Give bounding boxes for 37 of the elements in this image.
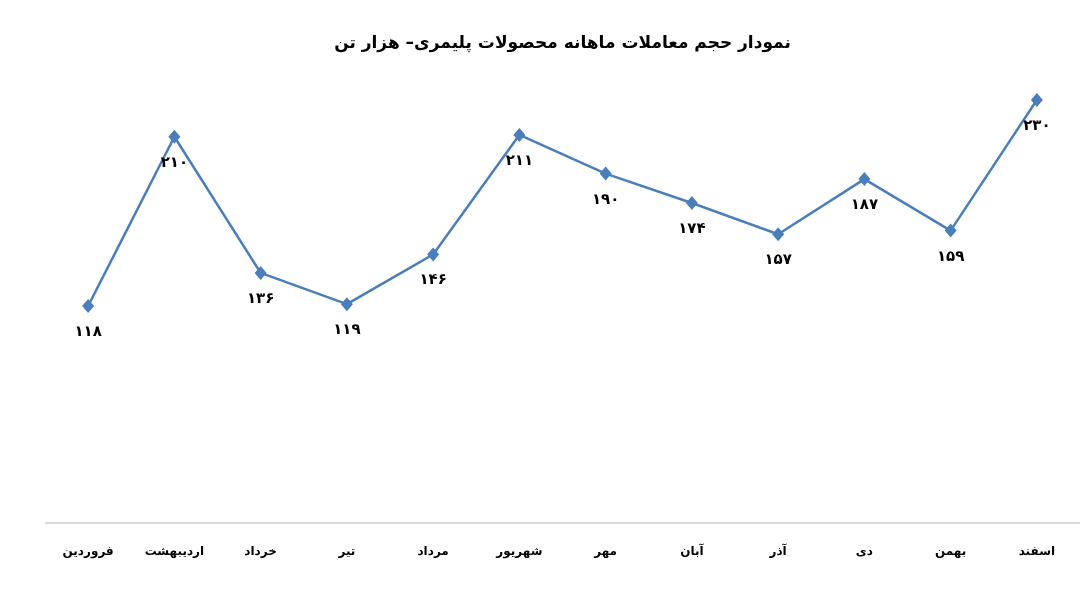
point (513, 127, 526, 142)
point (340, 297, 353, 312)
data-label: ۱۹۰ (591, 189, 620, 208)
data-label: ۲۱۱ (505, 150, 534, 169)
point (685, 195, 698, 210)
x-tick-label: فروردین (62, 544, 114, 559)
data-label: ۱۵۷ (764, 250, 792, 269)
x-tick-label: خرداد (244, 544, 277, 558)
data-label: ۲۱۰ (160, 152, 189, 171)
x-tick-label: مرداد (417, 544, 449, 558)
x-tick-label: آبان (680, 543, 705, 558)
x-tick-label: مهر (593, 544, 618, 558)
point (254, 265, 267, 280)
x-tick-label: دی (855, 544, 873, 558)
data-label: ۱۱۹ (333, 320, 361, 339)
data-label: ۱۴۶ (419, 270, 447, 289)
point (1030, 93, 1043, 107)
point (858, 172, 871, 187)
x-tick-label: تیر (337, 544, 356, 558)
x-tick-label: شهریور (495, 544, 543, 559)
data-label: ۱۷۴ (678, 218, 706, 237)
x-tick-label: آذر (768, 543, 788, 558)
x-tick-label: اسفند (1018, 544, 1056, 558)
x-tick-label: اردیبهشت (144, 544, 205, 558)
x-tick-label: بهمن (934, 544, 967, 558)
data-label: ۱۱۸ (74, 321, 102, 340)
point (599, 166, 612, 181)
point (772, 227, 785, 242)
point (168, 129, 181, 144)
chart-title: نمودار حجم معاملات ماهانه محصولات پلیمری– هزار تن (334, 32, 791, 53)
data-label: ۱۳۶ (246, 288, 275, 307)
data-label: ۲۳۰ (1023, 116, 1051, 134)
data-label: ۱۸۷ (850, 195, 879, 214)
point (82, 298, 95, 313)
point (944, 223, 957, 238)
data-label: ۱۵۹ (936, 246, 965, 265)
point (427, 247, 440, 262)
